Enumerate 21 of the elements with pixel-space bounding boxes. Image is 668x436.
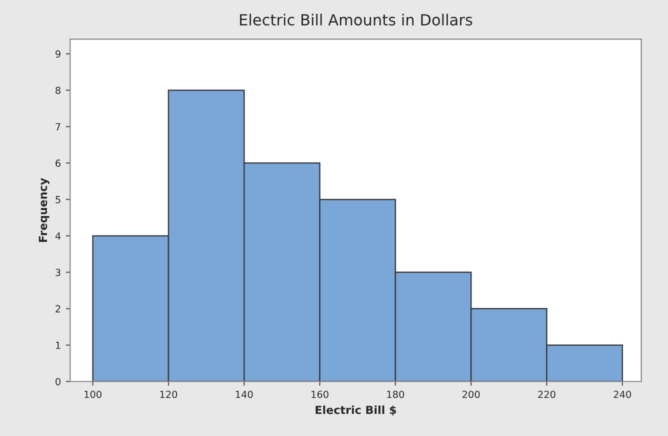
- chart-title: Electric Bill Amounts in Dollars: [240, 14, 472, 26]
- x-tick-label: 200: [462, 390, 480, 398]
- y-tick-label: 6: [56, 160, 60, 167]
- y-tick-label: 3: [56, 268, 60, 276]
- y-tick-label: 0: [56, 378, 60, 386]
- x-tick-label: 180: [387, 390, 404, 398]
- y-tick-label: 4: [55, 232, 61, 240]
- x-tick-label: 100: [84, 390, 102, 398]
- y-tick-label: 9: [56, 50, 60, 58]
- y-axis-title: Frequency: [38, 178, 50, 242]
- y-tick-label: 1: [56, 342, 60, 349]
- x-tick-label: 120: [160, 390, 178, 398]
- y-tick-label: 2: [56, 305, 60, 312]
- y-tick-label: 7: [56, 123, 60, 130]
- x-tick-label: 220: [538, 390, 556, 398]
- y-tick-label: 8: [56, 86, 60, 94]
- y-tick-label: 5: [56, 196, 60, 204]
- x-tick-label: 160: [312, 390, 328, 398]
- x-tick-label: 140: [236, 390, 253, 398]
- x-axis-title: Electric Bill $: [316, 405, 396, 416]
- x-tick-label: 240: [614, 390, 631, 398]
